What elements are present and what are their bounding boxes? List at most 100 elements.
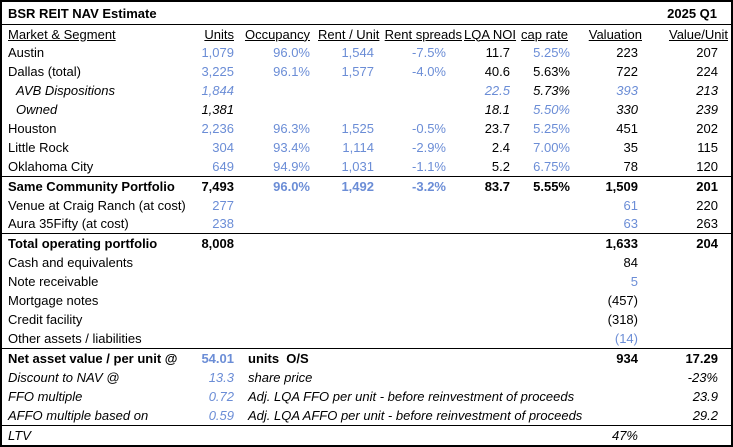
row-label[interactable]: Total operating portfolio	[2, 233, 194, 254]
cell-valuation[interactable]: 63	[623, 216, 638, 232]
cell-valuation[interactable]: 934	[576, 348, 648, 369]
cell-valuation[interactable]	[576, 387, 648, 406]
cell-rent-spreads[interactable]	[382, 253, 464, 272]
cell-valuation[interactable]: 223	[616, 44, 638, 60]
cell-value-unit[interactable]: 120	[696, 158, 718, 174]
cell-rent-unit[interactable]: 1,577	[341, 63, 374, 79]
cell-units[interactable]: 304	[212, 139, 234, 155]
row-label[interactable]: Net asset value / per unit @	[2, 348, 194, 369]
cell-units-value[interactable]: 13.3	[208, 370, 234, 385]
cell-units[interactable]	[194, 291, 242, 310]
cell-occupancy[interactable]	[242, 196, 318, 215]
cell-value-unit[interactable]: 263	[696, 216, 718, 232]
cell-lqa-noi[interactable]	[464, 310, 516, 329]
cell-value-unit[interactable]: -23%	[687, 370, 718, 385]
cell-value-unit[interactable]: 224	[696, 63, 718, 79]
cell-units[interactable]	[194, 272, 242, 291]
row-label[interactable]: Venue at Craig Ranch (at cost)	[8, 197, 186, 213]
cell-rent-spreads[interactable]: -1.1%	[412, 158, 446, 174]
cell-units[interactable]: 7,493	[194, 175, 242, 196]
cell-rent-unit[interactable]: 1,031	[341, 158, 374, 174]
row-label[interactable]: AVB Dispositions	[16, 82, 115, 98]
row-label[interactable]: Little Rock	[8, 139, 69, 155]
cell-valuation[interactable]: 722	[616, 63, 638, 79]
row-label[interactable]: Oklahoma City	[8, 158, 94, 174]
cell-value-unit[interactable]: 202	[696, 120, 718, 136]
cell-value-unit[interactable]: 204	[648, 233, 731, 254]
row-label[interactable]: Same Community Portfolio	[2, 175, 194, 196]
cell-rent-spreads[interactable]	[382, 81, 464, 100]
cell-valuation[interactable]: 47%	[576, 424, 648, 445]
cell-value-unit[interactable]: 115	[697, 139, 718, 155]
row-label[interactable]: Dallas (total)	[8, 63, 81, 79]
cell-cap-rate[interactable]: 5.73%	[533, 82, 570, 98]
cell-value-unit[interactable]: 201	[648, 175, 731, 196]
row-label[interactable]: Discount to NAV @	[8, 370, 120, 385]
cell-value-unit[interactable]	[648, 329, 731, 348]
cell-rent-spreads[interactable]	[382, 100, 464, 119]
cell-units[interactable]: 1,381	[201, 101, 234, 117]
cell-occupancy[interactable]: 93.4%	[273, 139, 310, 155]
cell-rent-unit[interactable]	[318, 253, 382, 272]
cell-value-unit[interactable]: 23.9	[692, 388, 718, 404]
cell-units[interactable]: 277	[212, 197, 234, 213]
cell-note[interactable]: units O/S	[242, 348, 576, 369]
cell-rent-spreads[interactable]	[382, 196, 464, 215]
cell-value-unit[interactable]	[648, 310, 731, 329]
cell-value-unit[interactable]: 220	[696, 197, 718, 213]
cell-cap-rate[interactable]: 7.00%	[533, 139, 570, 155]
row-label[interactable]: Other assets / liabilities	[8, 331, 142, 347]
cell-lqa-noi[interactable]: 40.6	[484, 63, 510, 79]
cell-valuation[interactable]: (318)	[607, 312, 638, 328]
cell-note[interactable]	[242, 424, 576, 445]
cell-note[interactable]: Adj. LQA FFO per unit - before reinvestm…	[248, 388, 575, 404]
column-header-market-segment[interactable]: Market & Segment	[2, 25, 194, 43]
cell-note[interactable]: Adj. LQA AFFO per unit - before reinvest…	[248, 407, 583, 423]
cell-rent-unit[interactable]: 1,114	[342, 139, 374, 155]
cell-cap-rate[interactable]	[516, 272, 576, 291]
cell-units[interactable]: 8,008	[194, 233, 242, 254]
cell-value-unit[interactable]: 207	[696, 44, 718, 60]
row-label[interactable]: LTV	[2, 424, 194, 445]
cell-occupancy[interactable]	[242, 233, 318, 254]
row-label[interactable]: FFO multiple	[8, 388, 83, 404]
cell-occupancy[interactable]: 94.9%	[273, 158, 310, 174]
cell-valuation[interactable]: (457)	[607, 293, 638, 309]
column-header-occupancy[interactable]: Occupancy	[242, 25, 318, 43]
cell-lqa-noi[interactable]	[464, 291, 516, 310]
cell-rent-spreads[interactable]: -0.5%	[412, 120, 446, 136]
cell-rent-spreads[interactable]	[382, 291, 464, 310]
cell-rent-spreads[interactable]: -4.0%	[412, 63, 446, 79]
cell-units[interactable]	[194, 329, 242, 348]
cell-units-value[interactable]	[194, 424, 242, 445]
row-label[interactable]: Austin	[8, 44, 45, 60]
cell-rent-unit[interactable]	[318, 81, 382, 100]
cell-rent-unit[interactable]	[318, 291, 382, 310]
column-header-lqa-noi[interactable]: LQA NOI	[464, 25, 516, 43]
cell-lqa-noi[interactable]: 11.7	[485, 44, 510, 60]
column-header-cap-rate[interactable]: cap rate	[516, 25, 576, 43]
cell-cap-rate[interactable]: 5.25%	[533, 120, 570, 136]
cell-occupancy[interactable]	[242, 291, 318, 310]
cell-valuation[interactable]: 35	[623, 139, 638, 155]
row-label[interactable]: Credit facility	[8, 312, 83, 328]
period-label[interactable]: 2025 Q1	[667, 5, 717, 21]
cell-lqa-noi[interactable]	[464, 253, 516, 272]
cell-lqa-noi[interactable]: 5.2	[491, 158, 510, 174]
cell-occupancy[interactable]: 96.1%	[273, 63, 310, 79]
cell-units[interactable]	[194, 253, 242, 272]
cell-rent-unit[interactable]	[318, 310, 382, 329]
cell-valuation[interactable]: (14)	[614, 331, 638, 347]
cell-cap-rate[interactable]	[516, 253, 576, 272]
cell-rent-unit[interactable]: 1,525	[341, 120, 374, 136]
cell-occupancy[interactable]	[242, 272, 318, 291]
cell-rent-unit[interactable]	[318, 214, 382, 233]
cell-cap-rate[interactable]	[516, 291, 576, 310]
cell-units[interactable]: 3,225	[201, 63, 234, 79]
cell-lqa-noi[interactable]	[464, 233, 516, 254]
cell-cap-rate[interactable]: 5.55%	[516, 175, 576, 196]
row-label[interactable]: Owned	[16, 101, 58, 117]
cell-occupancy[interactable]: 96.0%	[273, 44, 310, 60]
cell-rent-unit[interactable]	[318, 100, 382, 119]
cell-rent-spreads[interactable]	[382, 310, 464, 329]
